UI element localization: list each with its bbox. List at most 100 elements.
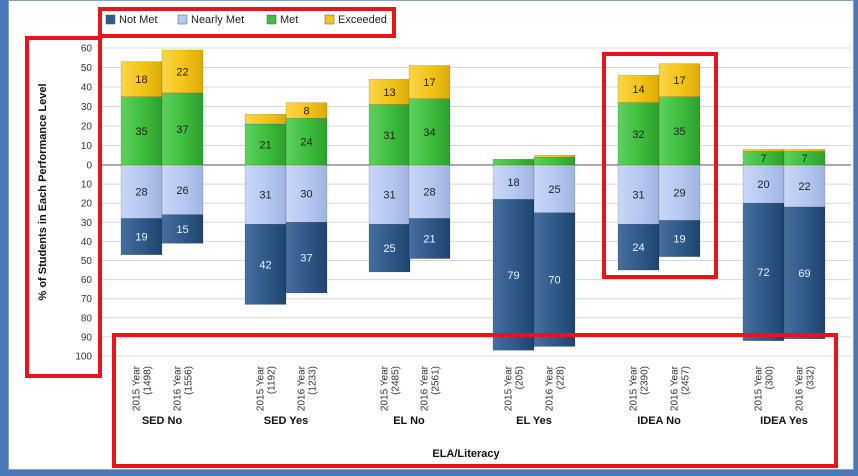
bar-exceeded [120,61,163,97]
bar-exceeded [368,78,411,105]
data-label: 31 [383,190,395,202]
bar-not-met [368,223,411,273]
bar-exceeded [742,149,785,152]
bar-nearly-met [742,164,785,204]
bar-not-met [244,223,287,305]
highlight-boxes [25,7,838,468]
group-label: SED No [142,415,183,427]
data-label: 25 [383,243,395,255]
data-label: 29 [673,188,685,200]
data-label: 37 [300,253,312,265]
x-tick-label: (2561) [431,366,442,395]
bar-met [285,117,328,166]
data-label: 21 [423,234,435,246]
group-label: SED Yes [264,415,308,427]
x-tick-label: 2016 Year [297,365,308,411]
x-tick-label: (1498) [143,366,154,395]
data-label: 22 [798,181,810,193]
legend-label: Not Met [119,14,158,26]
data-label: 30 [300,189,312,201]
legend-swatch [266,14,277,25]
data-label: 17 [673,75,685,87]
x-tick-label: (332) [806,366,817,389]
y-tick-label: 50 [81,63,93,74]
y-tick-label: 20 [81,199,93,210]
y-tick-label: 10 [81,141,93,152]
bar-met [533,156,576,166]
bar-nearly-met [658,164,701,221]
x-tick-label: (1192) [267,366,278,394]
data-label: 31 [632,190,644,202]
x-axis-title: ELA/Literacy [432,448,500,460]
data-label: 7 [801,153,807,165]
y-tick-label: 70 [81,294,93,305]
data-label: 17 [423,77,435,89]
data-label: 24 [300,137,312,149]
bar-nearly-met [285,164,328,223]
data-label: 8 [303,105,309,117]
bar-not-met [658,220,701,257]
highlight-legend [98,7,396,38]
legend-label: Exceeded [338,14,387,26]
data-label: 31 [259,190,271,202]
bar-not-met [161,214,204,244]
y-tick-label: 30 [81,218,93,229]
x-tick-label: (2457) [681,366,692,395]
x-tick-label: (2390) [640,366,651,395]
group-label: IDEA No [637,415,681,427]
legend-swatch [105,14,116,25]
bar-exceeded [244,114,287,125]
bars [120,49,826,351]
data-label: 28 [135,187,147,199]
bar-not-met [742,202,785,341]
bar-met [492,158,535,166]
x-tick-label: 2015 Year [256,365,267,411]
data-label: 35 [673,126,685,138]
bar-exceeded [783,149,826,152]
y-axis-title: % of Students in Each Performance Level [37,83,49,300]
bar-exceeded [285,102,328,119]
y-tick-label: 10 [81,180,93,191]
bar-not-met [408,218,451,259]
y-tick-label: 80 [81,313,93,324]
data-label: 18 [507,177,519,189]
data-label: 32 [632,129,644,141]
x-tick-label: (1556) [184,366,195,395]
bar-exceeded [533,155,576,158]
data-label: 79 [507,270,519,282]
x-tick-label: 2016 Year [173,365,184,411]
legend-swatch [177,14,188,25]
y-tick-label: 60 [81,275,93,286]
data-label: 25 [548,184,560,196]
bar-not-met [285,222,328,294]
data-label: 20 [757,179,769,191]
data-label: 37 [176,124,188,136]
bar-met [368,104,411,166]
group-label: EL No [393,415,425,427]
y-tick-label: 90 [81,332,93,343]
bar-met [161,92,204,166]
data-label: 21 [259,140,271,152]
y-tick-label: 30 [81,102,93,113]
bar-nearly-met [368,164,411,225]
highlight-x-axis [112,333,838,468]
y-tick-label: 60 [81,44,93,55]
x-tick-label: (205) [515,366,526,389]
data-label: 34 [423,127,435,139]
legend-label: Nearly Met [191,14,244,26]
data-label: 28 [423,187,435,199]
data-label: 42 [259,259,271,271]
group-label: EL Yes [516,415,552,427]
gridlines [99,47,851,357]
legend: Not Met Nearly Met Met Exceeded [105,14,387,26]
bar-met [408,98,451,166]
legend-swatch [324,14,335,25]
x-tick-label: 2016 Year [795,365,806,411]
y-tick-label: 50 [81,256,93,267]
bar-met [783,151,826,166]
x-tick-label: 2015 Year [629,365,640,411]
bar-not-met [533,212,576,347]
bar-nearly-met [783,164,826,208]
